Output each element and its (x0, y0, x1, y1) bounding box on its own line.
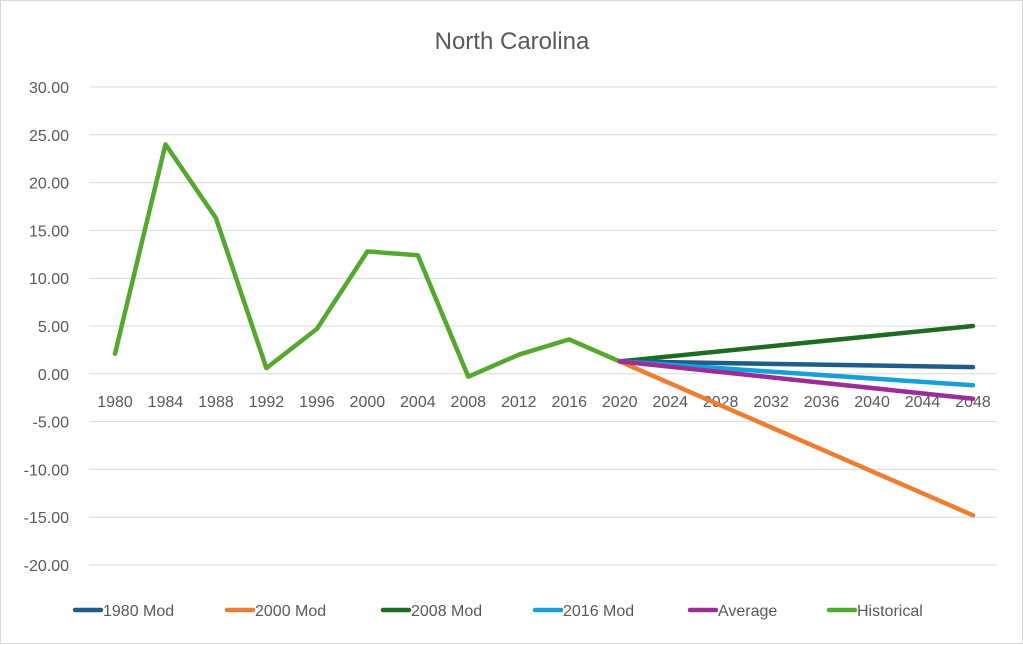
series-line-average (617, 359, 976, 401)
legend[interactable]: 1980 Mod 2000 Mod 2008 Mod 2016 Mod Average H… (72, 603, 923, 620)
series-line-2008-mod (617, 323, 976, 364)
x-tick-label: 1980 (97, 394, 133, 411)
x-tick-label: 2044 (905, 394, 941, 411)
x-tick-label: 2020 (602, 394, 638, 411)
x-axis: 1980 1984 1988 1992 1996 2000 2004 2008 2012 2016… (97, 394, 991, 411)
legend-item-2000-mod[interactable]: 2000 Mod (224, 603, 326, 620)
x-tick-label: 2016 (551, 394, 587, 411)
series-lines (112, 142, 976, 518)
chart-title: North Carolina (435, 28, 590, 55)
y-tick-label: 0.00 (38, 367, 69, 384)
y-tick-label: 5.00 (38, 319, 69, 336)
legend-label: 2008 Mod (411, 603, 482, 620)
legend-label: 1980 Mod (103, 603, 174, 620)
y-tick-label: 30.00 (29, 80, 69, 97)
legend-label: 2000 Mod (255, 603, 326, 620)
x-tick-label: 1988 (198, 394, 234, 411)
y-tick-label: -15.00 (24, 510, 69, 527)
legend-label: Average (718, 603, 777, 620)
x-tick-label: 2032 (753, 394, 789, 411)
x-tick-label: 1984 (148, 394, 184, 411)
y-tick-label: 20.00 (29, 176, 69, 193)
y-tick-label: 10.00 (29, 271, 69, 288)
y-tick-label: 25.00 (29, 128, 69, 145)
y-tick-label: -5.00 (33, 415, 70, 432)
x-tick-label: 2008 (450, 394, 486, 411)
legend-label: Historical (857, 603, 923, 620)
y-tick-label: 15.00 (29, 223, 69, 240)
series-line-2000-mod (617, 359, 976, 518)
x-tick-label: 1996 (299, 394, 335, 411)
gridlines (89, 86, 997, 566)
y-tick-label: -20.00 (24, 558, 69, 575)
x-tick-label: 2004 (400, 394, 436, 411)
y-tick-label: -10.00 (24, 462, 69, 479)
x-tick-label: 2040 (854, 394, 890, 411)
x-tick-label: 1992 (249, 394, 285, 411)
y-axis: 30.00 25.00 20.00 15.00 10.00 5.00 0.00 -5.00 -1… (24, 80, 69, 575)
x-tick-label: 2036 (804, 394, 840, 411)
legend-label: 2016 Mod (563, 603, 634, 620)
x-tick-label: 2024 (652, 394, 688, 411)
legend-item-2016-mod[interactable]: 2016 Mod (532, 603, 634, 620)
x-tick-label: 2012 (501, 394, 537, 411)
series-line-1980-mod (617, 359, 976, 370)
legend-item-average[interactable]: Average (687, 603, 777, 620)
legend-item-2008-mod[interactable]: 2008 Mod (380, 603, 482, 620)
x-tick-label: 2000 (350, 394, 386, 411)
x-tick-label: 2028 (703, 394, 739, 411)
legend-item-1980-mod[interactable]: 1980 Mod (72, 603, 174, 620)
legend-item-historical[interactable]: Historical (826, 603, 923, 620)
series-line-historical (112, 142, 622, 379)
